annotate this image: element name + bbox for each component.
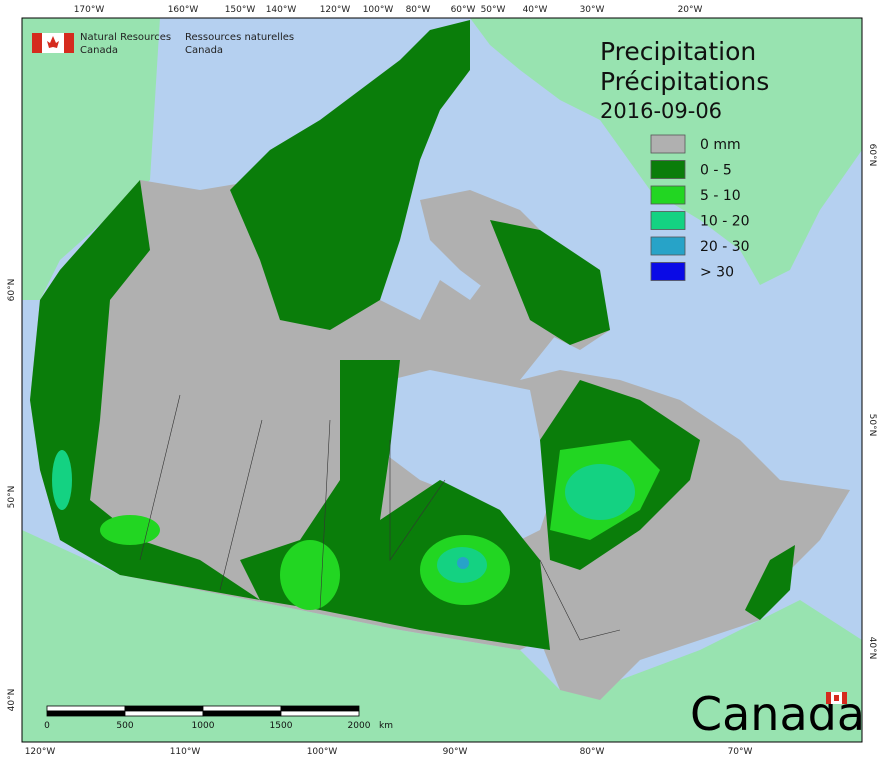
agency-fr: Canada xyxy=(185,45,223,56)
legend-swatch xyxy=(650,185,686,205)
flag-leaf xyxy=(47,36,59,48)
graticule-label: 60°W xyxy=(451,5,476,15)
graticule-label: 50°N xyxy=(7,486,17,509)
legend-label: 20 - 30 xyxy=(700,239,750,255)
scale-segment xyxy=(124,705,204,712)
scale-label: 2000 xyxy=(348,721,371,731)
flag-bar xyxy=(32,33,42,53)
precip-west xyxy=(30,180,260,600)
graticule-label: 120°W xyxy=(25,747,56,757)
graticule-label: 70°W xyxy=(728,747,753,757)
graticule-label: 20°W xyxy=(678,5,703,15)
scale-label: 500 xyxy=(116,721,133,731)
graticule-label: 50°N xyxy=(867,414,877,437)
scale-segment xyxy=(202,710,282,717)
legend-swatch xyxy=(650,134,686,154)
precip-coast xyxy=(52,450,72,510)
legend-label: > 30 xyxy=(700,265,734,281)
graticule-label: 40°N xyxy=(867,637,877,660)
title-date: 2016-09-06 xyxy=(600,99,722,123)
scale-label: 1000 xyxy=(192,721,215,731)
graticule-label: 80°W xyxy=(406,5,431,15)
graticule-label: 150°W xyxy=(225,5,256,15)
scale-unit: km xyxy=(379,721,393,731)
scale-segment xyxy=(280,710,360,717)
graticule-label: 140°W xyxy=(266,5,297,15)
graticule-label: 100°W xyxy=(307,747,338,757)
scale-segment xyxy=(124,710,204,717)
arctic-islands xyxy=(230,20,470,330)
agency-fr: Ressources naturelles xyxy=(185,32,294,43)
graticule-label: 100°W xyxy=(363,5,394,15)
frame xyxy=(21,17,863,743)
graticule-label: 80°W xyxy=(580,747,605,757)
legend-swatch xyxy=(650,236,686,256)
precip-quebec-core xyxy=(565,464,635,520)
scale-segment xyxy=(202,705,282,712)
scale-segment xyxy=(280,705,360,712)
agency-en: Canada xyxy=(80,45,118,56)
graticule-label: 40°W xyxy=(523,5,548,15)
legend-swatch xyxy=(650,160,686,179)
legend-label: 5 - 10 xyxy=(700,188,741,204)
flag-leaf xyxy=(834,695,839,701)
legend-label: 10 - 20 xyxy=(700,214,750,230)
title-en: Precipitation xyxy=(600,37,756,66)
agency-en: Natural Resources xyxy=(80,32,171,43)
scale-label: 1500 xyxy=(270,721,293,731)
graticule-label: 50°W xyxy=(481,5,506,15)
graticule-label: 160°W xyxy=(168,5,199,15)
precip-maritimes xyxy=(745,545,795,620)
graticule-label: 30°W xyxy=(580,5,605,15)
baffin-green xyxy=(490,220,610,345)
title-fr: Précipitations xyxy=(600,67,769,96)
graticule-label: 120°W xyxy=(320,5,351,15)
graticule-label: 60°N xyxy=(867,144,877,167)
scale-segment xyxy=(46,705,126,712)
borders xyxy=(139,394,621,641)
legend-label: 0 mm xyxy=(700,137,741,153)
flag-bar xyxy=(826,692,831,704)
alaska xyxy=(22,18,160,300)
united-states xyxy=(22,530,862,742)
precip-bc xyxy=(100,515,160,545)
precip-manitoba xyxy=(280,540,340,610)
graticule-label: 170°W xyxy=(74,5,105,15)
legend-swatch xyxy=(650,211,686,230)
precip-ontario-peak xyxy=(457,557,469,569)
hudson-bay xyxy=(380,370,560,540)
legend-label: 0 - 5 xyxy=(700,163,732,179)
legend-swatch xyxy=(650,262,686,281)
flag-bar xyxy=(64,33,74,53)
graticule-label: 60°N xyxy=(7,279,17,302)
generated: 0 mm 0 - 5 5 - 10 10 - 20 20 - 30 > 30 170°W 16… xyxy=(7,5,877,757)
graticule-label: 90°W xyxy=(443,747,468,757)
graticule-label: 40°N xyxy=(7,689,17,712)
scale-segment xyxy=(46,710,126,717)
scale-label: 0 xyxy=(44,721,50,731)
graticule-label: 110°W xyxy=(170,747,201,757)
flag-bar xyxy=(842,692,847,704)
